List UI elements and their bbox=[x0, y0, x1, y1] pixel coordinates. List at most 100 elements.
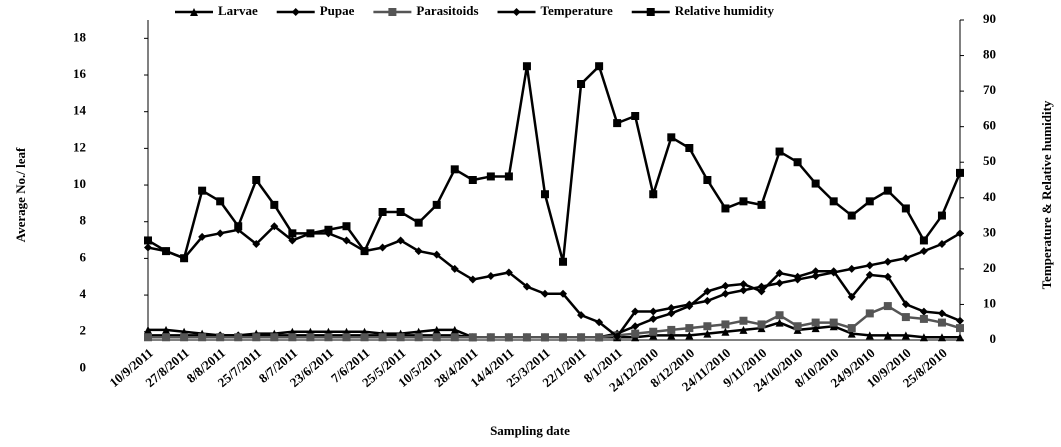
y2-tick-label: 80 bbox=[983, 47, 996, 62]
marker bbox=[703, 296, 712, 305]
marker bbox=[595, 318, 604, 327]
marker bbox=[667, 309, 676, 318]
marker bbox=[504, 172, 513, 181]
marker bbox=[486, 172, 495, 181]
y-tick-label: 10 bbox=[73, 176, 86, 191]
marker bbox=[829, 268, 838, 277]
marker bbox=[721, 204, 730, 213]
marker bbox=[414, 333, 423, 342]
marker bbox=[631, 322, 640, 331]
marker bbox=[631, 112, 640, 120]
marker bbox=[540, 190, 549, 199]
marker bbox=[504, 268, 513, 277]
marker bbox=[775, 147, 784, 156]
marker bbox=[721, 327, 730, 336]
marker bbox=[703, 329, 712, 338]
marker bbox=[252, 333, 261, 342]
marker bbox=[559, 289, 568, 298]
marker bbox=[646, 8, 655, 16]
marker bbox=[956, 229, 964, 238]
marker bbox=[883, 257, 892, 266]
marker bbox=[775, 311, 784, 320]
marker bbox=[468, 333, 477, 342]
marker bbox=[468, 275, 477, 284]
marker bbox=[396, 208, 405, 216]
marker bbox=[432, 333, 441, 342]
y2-tick-label: 50 bbox=[983, 153, 996, 168]
marker bbox=[667, 331, 676, 340]
marker bbox=[757, 200, 766, 209]
legend-label: Larvae bbox=[218, 3, 258, 18]
marker bbox=[811, 324, 820, 333]
marker bbox=[793, 322, 802, 331]
legend-label: Temperature bbox=[541, 3, 613, 18]
marker bbox=[793, 275, 802, 284]
marker bbox=[288, 229, 297, 238]
marker bbox=[649, 314, 658, 323]
y-axis-label: Average No./ leaf bbox=[13, 147, 28, 242]
marker bbox=[198, 232, 207, 241]
marker bbox=[865, 331, 874, 340]
marker bbox=[703, 287, 712, 296]
marker bbox=[450, 165, 459, 174]
marker bbox=[685, 331, 694, 340]
marker bbox=[919, 247, 928, 256]
marker bbox=[847, 292, 856, 301]
marker bbox=[937, 309, 946, 318]
marker bbox=[468, 176, 477, 184]
marker bbox=[414, 218, 423, 227]
marker bbox=[252, 176, 261, 184]
marker bbox=[919, 236, 928, 245]
marker bbox=[522, 282, 531, 291]
marker bbox=[342, 236, 351, 245]
marker bbox=[757, 282, 766, 291]
legend-label: Parasitoids bbox=[416, 3, 478, 18]
marker bbox=[486, 333, 495, 342]
marker bbox=[378, 243, 387, 252]
marker bbox=[667, 304, 676, 312]
marker bbox=[956, 324, 964, 333]
marker bbox=[216, 229, 225, 238]
marker bbox=[847, 324, 856, 333]
marker bbox=[883, 331, 892, 340]
marker bbox=[739, 197, 748, 206]
series-line bbox=[148, 304, 961, 339]
marker bbox=[144, 236, 152, 245]
marker bbox=[631, 307, 640, 316]
marker bbox=[432, 250, 441, 259]
y-tick-label: 6 bbox=[80, 249, 87, 264]
marker bbox=[811, 267, 820, 276]
marker bbox=[324, 333, 333, 342]
marker bbox=[775, 279, 784, 288]
marker bbox=[360, 247, 369, 256]
marker bbox=[162, 247, 171, 256]
marker bbox=[757, 320, 766, 329]
marker bbox=[595, 62, 604, 71]
marker bbox=[901, 313, 910, 322]
marker bbox=[270, 200, 279, 209]
y2-tick-label: 0 bbox=[990, 331, 997, 346]
marker bbox=[270, 333, 279, 342]
marker bbox=[901, 254, 910, 263]
marker bbox=[811, 272, 820, 280]
marker bbox=[865, 197, 874, 206]
marker bbox=[937, 211, 946, 220]
marker bbox=[144, 243, 152, 252]
y-tick-label: 14 bbox=[73, 103, 87, 118]
marker bbox=[180, 333, 189, 342]
marker bbox=[144, 325, 152, 334]
marker bbox=[956, 168, 964, 177]
marker bbox=[577, 333, 586, 342]
marker bbox=[512, 8, 521, 16]
y-tick-label: 0 bbox=[80, 359, 87, 374]
marker bbox=[811, 318, 820, 327]
marker bbox=[540, 289, 549, 298]
marker bbox=[811, 179, 820, 188]
legend-label: Pupae bbox=[320, 3, 355, 18]
marker bbox=[559, 257, 568, 266]
marker bbox=[144, 333, 152, 342]
marker bbox=[649, 327, 658, 336]
marker bbox=[450, 333, 459, 342]
marker bbox=[901, 204, 910, 213]
